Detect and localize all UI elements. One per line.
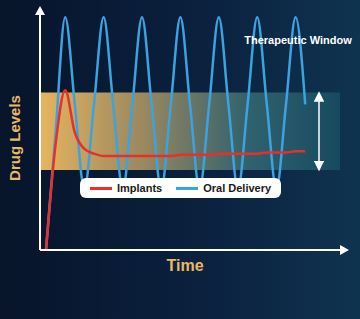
svg-text:Drug Levels: Drug Levels <box>8 95 23 181</box>
html-text:Implants: Implants <box>117 182 163 194</box>
html-text:Oral Delivery: Oral Delivery <box>203 182 272 194</box>
svg-text:Time: Time <box>166 257 203 274</box>
svg-text:Therapeutic Window: Therapeutic Window <box>244 34 352 46</box>
